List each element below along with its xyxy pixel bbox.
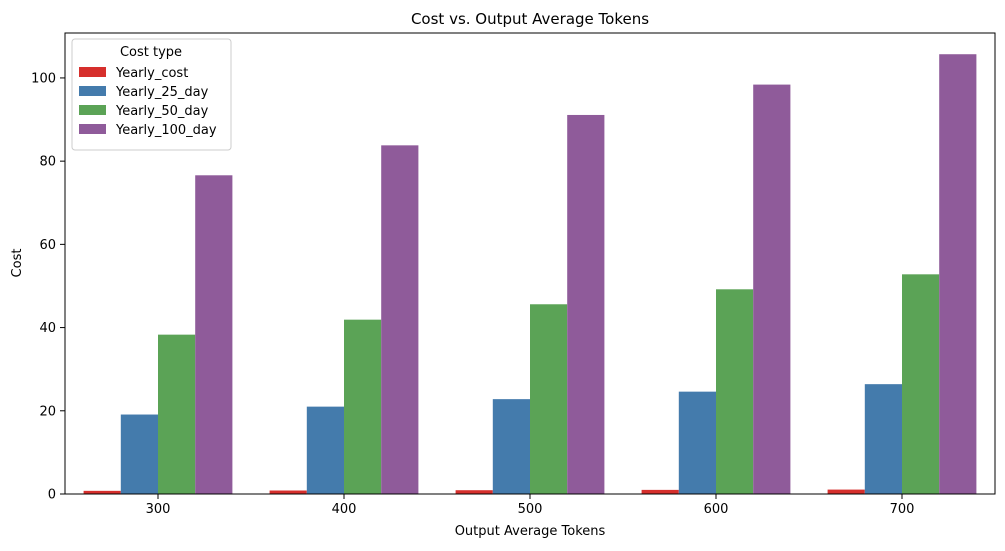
bar-yearly-25-day-700 [864, 384, 902, 494]
y-axis-label: Cost [10, 249, 25, 278]
x-tick-label: 400 [332, 502, 357, 517]
legend-title: Cost type [120, 45, 182, 60]
bar-yearly-25-day-400 [306, 406, 344, 494]
bars-group [83, 54, 977, 495]
y-tick-label: 100 [31, 71, 56, 86]
y-tick-label: 20 [39, 404, 56, 419]
bar-yearly-100-day-600 [753, 84, 791, 494]
bar-yearly-cost-600 [641, 489, 679, 494]
bar-yearly-100-day-500 [567, 114, 605, 495]
legend-label: Yearly_cost [115, 66, 188, 81]
bar-yearly-50-day-500 [530, 304, 568, 494]
legend-swatch-yearly-25-day [79, 86, 106, 96]
bar-yearly-100-day-700 [939, 54, 977, 494]
x-axis-label: Output Average Tokens [455, 524, 606, 539]
bar-yearly-50-day-700 [902, 274, 940, 494]
bar-yearly-cost-400 [269, 490, 307, 494]
bar-yearly-cost-500 [455, 490, 493, 494]
bar-yearly-25-day-300 [120, 414, 158, 494]
y-tick-label: 60 [39, 238, 56, 253]
legend-frame [71, 38, 232, 151]
bar-yearly-50-day-600 [716, 289, 754, 494]
legend-swatch-yearly-cost [79, 67, 106, 77]
x-tick-label: 500 [518, 502, 543, 517]
x-tick-label: 300 [146, 502, 171, 517]
y-tick-label: 40 [39, 321, 56, 336]
x-tick-label: 700 [890, 502, 915, 517]
y-tick-label: 80 [39, 155, 56, 170]
legend-swatch-yearly-100-day [79, 124, 106, 134]
legend-label: Yearly_50_day [115, 104, 209, 119]
bar-yearly-50-day-300 [158, 334, 196, 494]
legend: Cost type Yearly_costYearly_25_dayYearly… [71, 38, 232, 151]
bar-yearly-100-day-400 [381, 145, 419, 494]
bar-yearly-100-day-300 [195, 175, 233, 495]
bar-yearly-25-day-500 [492, 399, 530, 494]
legend-items: Yearly_cost Yearly_25_day Yearly_50_day Yea… [79, 66, 217, 138]
legend-swatch-yearly-50-day [79, 105, 106, 115]
bar-yearly-25-day-600 [678, 391, 716, 494]
chart-title: Cost vs. Output Average Tokens [411, 10, 649, 28]
legend-label: Yearly_25_day [115, 85, 209, 100]
axes-group: 0 20 40 60 80 100 300 400 500 600 700 [31, 32, 996, 517]
bar-yearly-cost-300 [83, 490, 121, 494]
bar-yearly-50-day-400 [344, 319, 382, 494]
x-tick-label: 600 [704, 502, 729, 517]
bar-yearly-cost-700 [827, 489, 865, 494]
y-tick-label: 0 [48, 488, 56, 503]
legend-label: Yearly_100_day [115, 123, 217, 138]
